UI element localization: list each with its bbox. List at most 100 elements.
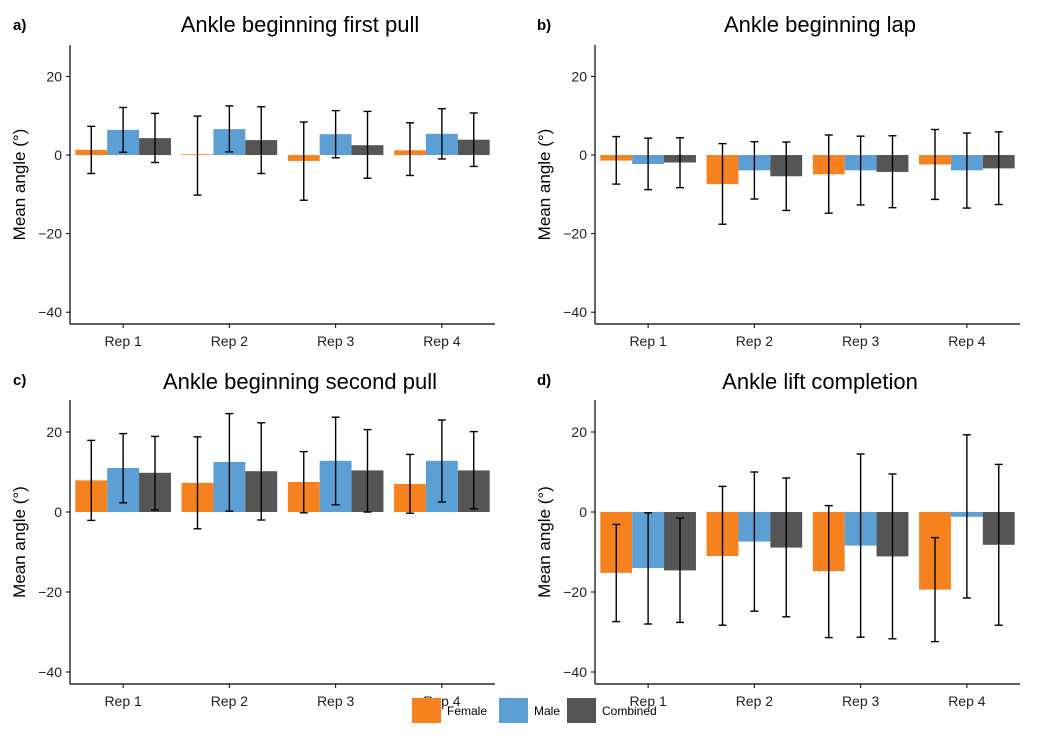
y-tick-label: 0 <box>579 504 587 520</box>
y-tick-label: −20 <box>38 226 62 242</box>
errorbar-combined <box>888 135 897 209</box>
errorbar-female <box>931 536 939 643</box>
panel-label: b) <box>537 17 551 34</box>
legend-item-combined: Combined <box>567 698 657 723</box>
chart-panel-a: a) Ankle beginning first pull Mean angle (… <box>10 12 495 349</box>
errorbar-female <box>718 142 727 225</box>
errorbar-male <box>644 512 653 625</box>
errorbar-combined <box>151 112 159 164</box>
errorbar-combined <box>888 473 897 640</box>
errorbar-female <box>87 125 96 175</box>
errorbar-combined <box>363 110 372 179</box>
errorbar-female <box>193 115 202 196</box>
errorbar-combined <box>676 517 684 624</box>
x-tick-label: Rep 4 <box>948 693 986 709</box>
legend-swatch <box>499 698 528 723</box>
errorbar-combined <box>994 131 1003 206</box>
errorbar-combined <box>782 141 791 212</box>
errorbar-male <box>962 132 971 209</box>
panel-label: a) <box>13 17 26 34</box>
errorbar-combined <box>363 428 372 513</box>
x-tick-label: Rep 1 <box>629 693 667 709</box>
errorbar-female <box>612 523 621 623</box>
errorbar-male <box>644 137 653 191</box>
x-tick-label: Rep 1 <box>104 693 142 709</box>
x-tick-label: Rep 2 <box>736 693 774 709</box>
chart-panel-b: b) Ankle beginning lap Mean angle (°) 20 0 −2… <box>535 12 1020 349</box>
legend-item-female: Female <box>412 698 487 723</box>
y-tick-label: −40 <box>563 304 587 320</box>
y-axis-label: Mean angle (°) <box>10 129 29 241</box>
y-tick-label: −20 <box>38 584 62 600</box>
errorbar-combined <box>257 105 266 175</box>
x-tick-label: Rep 2 <box>736 333 774 349</box>
errorbar-female <box>193 436 202 530</box>
legend: Female Male Combined <box>412 698 657 723</box>
errorbar-male <box>962 434 971 599</box>
errorbar-male <box>119 432 128 504</box>
errorbar-male <box>750 140 759 200</box>
errorbar-combined <box>469 112 478 168</box>
y-tick-label: 0 <box>579 147 587 163</box>
errorbar-female <box>931 128 939 201</box>
legend-label: Female <box>447 704 487 718</box>
errorbar-female <box>406 122 414 177</box>
errorbar-female <box>87 439 96 522</box>
errorbar-male <box>225 105 234 153</box>
errorbar-female <box>718 485 727 626</box>
y-axis-label: Mean angle (°) <box>10 486 29 598</box>
x-tick-label: Rep 1 <box>104 333 142 349</box>
chart-title: Ankle beginning second pull <box>163 369 437 394</box>
legend-swatch <box>412 698 441 723</box>
errorbar-male <box>331 416 340 506</box>
chart-title: Ankle lift completion <box>722 369 918 394</box>
x-tick-label: Rep 2 <box>211 333 249 349</box>
errorbar-male <box>856 453 865 638</box>
errorbar-combined <box>257 422 266 521</box>
errorbar-male <box>119 106 128 153</box>
x-tick-label: Rep 4 <box>948 333 986 349</box>
y-tick-label: 0 <box>54 147 62 163</box>
chart-panel-d: d) Ankle lift completion Mean angle (°) 20 0… <box>535 369 1020 709</box>
errorbar-male <box>750 471 759 612</box>
y-tick-label: −20 <box>563 226 587 242</box>
legend-label: Combined <box>602 704 657 718</box>
y-tick-label: 20 <box>571 68 587 84</box>
x-tick-label: Rep 3 <box>842 693 880 709</box>
errorbar-female <box>299 450 308 514</box>
errorbar-male <box>331 109 340 159</box>
y-tick-label: −40 <box>38 304 62 320</box>
y-tick-label: 20 <box>46 68 62 84</box>
legend-item-male: Male <box>499 698 560 723</box>
errorbar-male <box>856 135 865 206</box>
errorbar-combined <box>994 463 1003 626</box>
panel-label: c) <box>13 372 26 389</box>
y-tick-label: −20 <box>563 584 587 600</box>
errorbar-female <box>299 121 308 201</box>
x-tick-label: Rep 4 <box>423 333 461 349</box>
errorbar-male <box>225 412 234 512</box>
x-tick-label: Rep 3 <box>317 333 355 349</box>
x-tick-label: Rep 3 <box>842 333 880 349</box>
y-tick-label: −40 <box>563 664 587 680</box>
errorbar-combined <box>151 435 159 511</box>
y-tick-label: 0 <box>54 504 62 520</box>
x-tick-label: Rep 1 <box>629 333 667 349</box>
panel-label: d) <box>537 372 551 389</box>
errorbar-female <box>824 134 833 214</box>
legend-swatch <box>567 698 596 723</box>
chart-title: Ankle beginning lap <box>724 12 916 37</box>
errorbar-female <box>824 504 833 639</box>
y-tick-label: −40 <box>38 664 62 680</box>
y-tick-label: 20 <box>571 424 587 440</box>
x-tick-label: Rep 2 <box>211 693 249 709</box>
chart-title: Ankle beginning first pull <box>181 12 419 37</box>
y-axis-label: Mean angle (°) <box>535 129 554 241</box>
errorbar-male <box>437 419 446 503</box>
errorbar-female <box>612 135 621 185</box>
errorbar-combined <box>782 477 791 618</box>
y-tick-label: 20 <box>46 424 62 440</box>
errorbar-combined <box>676 137 684 189</box>
legend-label: Male <box>534 704 560 718</box>
